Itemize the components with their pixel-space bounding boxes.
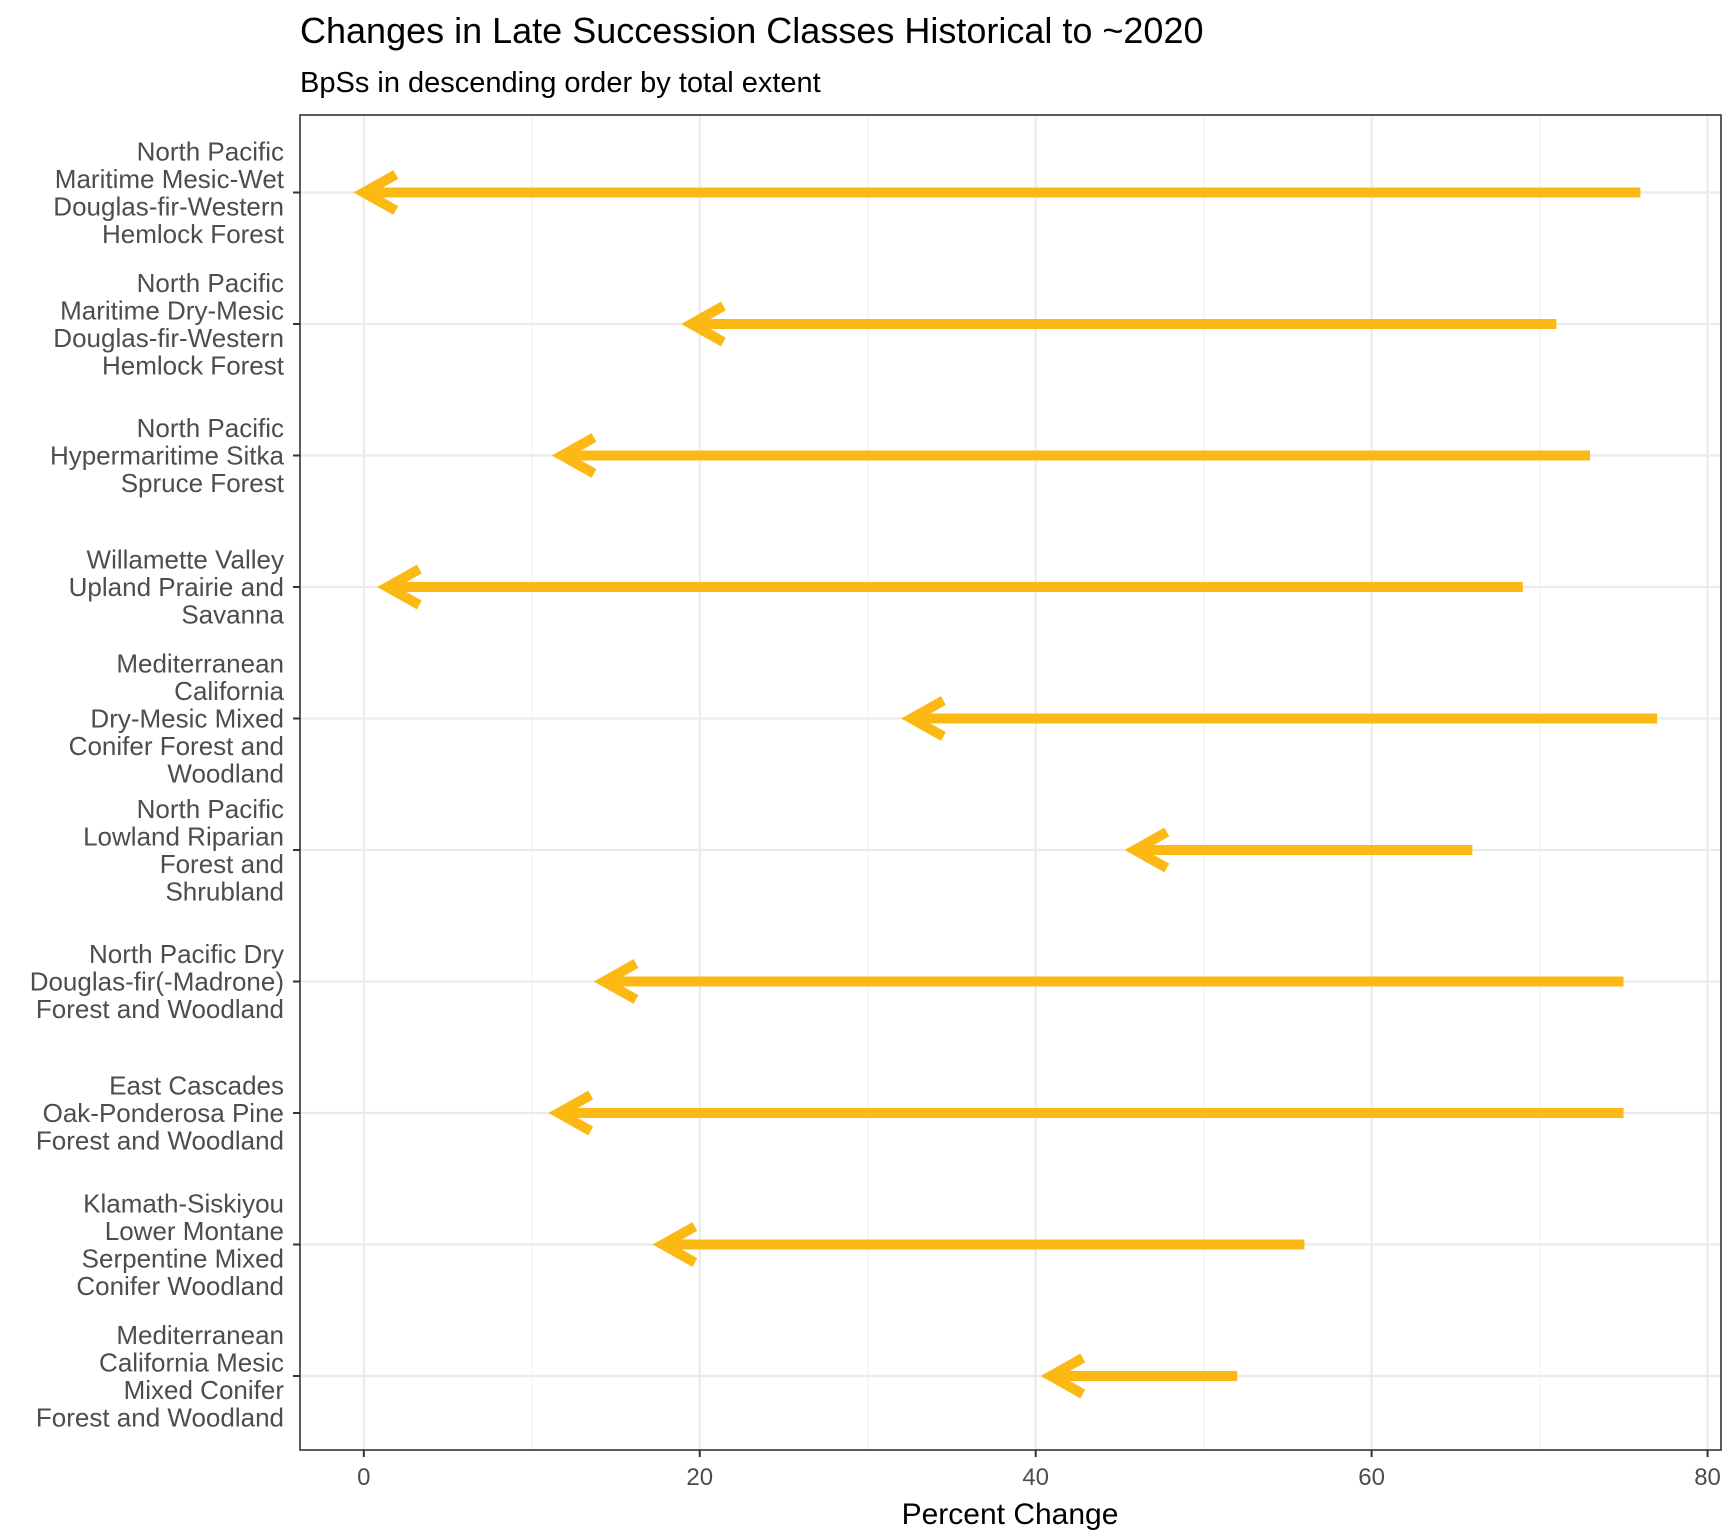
y-tick-label: North Pacific Hypermaritime Sitka Spruce F… xyxy=(50,413,285,498)
y-tick-label-line: Serpentine Mixed xyxy=(82,1243,284,1273)
y-tick-label-line: California xyxy=(174,676,284,706)
y-tick-label-line: Lower Montane xyxy=(105,1216,284,1246)
y-tick-label: Mediterranean California Mesic Mixed Conif… xyxy=(36,1320,284,1433)
arrow-mark xyxy=(1124,827,1473,873)
y-tick-label-line: Mediterranean xyxy=(116,649,284,679)
y-tick-label-line: East Cascades xyxy=(109,1071,284,1101)
y-tick-label-line: North Pacific xyxy=(137,268,284,298)
y-tick-label-line: Savanna xyxy=(181,600,284,630)
arrow-mark xyxy=(593,959,1624,1004)
y-tick-label-line: Willamette Valley xyxy=(87,545,284,575)
arrow-head xyxy=(551,433,597,478)
y-tick-label-line: Maritime Dry-Mesic xyxy=(60,295,284,325)
y-tick-label-line: North Pacific Dry xyxy=(89,939,284,969)
y-tick-label-line: Upland Prairie and xyxy=(69,572,284,602)
y-tick-label: Mediterranean California Dry-Mesic Mixed Co… xyxy=(69,649,285,789)
arrow-mark xyxy=(551,433,1590,478)
y-tick-label-line: Conifer Forest and xyxy=(69,731,284,761)
x-axis: 0 20 40 60 80 xyxy=(357,1450,1721,1491)
y-tick-label-line: California Mesic xyxy=(99,1347,284,1377)
y-tick-label-line: Douglas-fir(-Madrone) xyxy=(30,967,284,997)
arrow-head xyxy=(1040,1353,1086,1399)
arrow-mark xyxy=(548,1090,1624,1136)
x-tick-label: 80 xyxy=(1694,1464,1721,1491)
x-tick-label: 60 xyxy=(1358,1464,1385,1491)
chart-subtitle: BpSs in descending order by total extent xyxy=(300,67,821,99)
arrow-head xyxy=(377,564,422,610)
arrow-head xyxy=(652,1222,698,1267)
arrow-layer xyxy=(353,170,1658,1399)
x-tick-label: 20 xyxy=(686,1464,713,1491)
arrow-mark xyxy=(901,696,1658,741)
plot-border xyxy=(299,114,1722,1451)
arrow-head xyxy=(681,301,726,347)
arrow-head xyxy=(1124,827,1170,873)
arrow-head xyxy=(353,170,399,215)
y-tick-label-line: Douglas-fir-Western xyxy=(53,191,284,221)
y-tick-label-line: Forest and Woodland xyxy=(36,994,284,1024)
y-tick-label-line: Forest and xyxy=(160,849,284,879)
y-tick-label-line: Hemlock Forest xyxy=(102,219,285,249)
y-tick-label-line: Conifer Woodland xyxy=(76,1271,284,1301)
chart-title: Changes in Late Succession Classes Histo… xyxy=(300,10,1204,51)
arrow-mark xyxy=(652,1222,1305,1267)
y-tick-label-line: Spruce Forest xyxy=(121,468,285,498)
y-tick-label-line: North Pacific xyxy=(137,413,284,443)
plot-panel xyxy=(300,115,1721,1450)
arrow-mark xyxy=(1040,1353,1238,1399)
y-tick-label: Willamette Valley Upland Prairie and Savan… xyxy=(69,545,285,630)
y-tick-label: North Pacific Maritime Mesic-Wet Douglas-f… xyxy=(53,136,284,249)
y-tick-label-line: Lowland Riparian xyxy=(83,821,284,851)
y-tick-label-line: Forest and Woodland xyxy=(36,1402,284,1432)
x-tick-label: 0 xyxy=(357,1464,370,1491)
y-tick-label: North Pacific Lowland Riparian Forest and S… xyxy=(83,794,284,907)
y-tick-label: East Cascades Oak-Ponderosa Pine Forest an… xyxy=(36,1071,284,1156)
x-axis-label: Percent Change xyxy=(902,1498,1119,1531)
y-tick-label-line: Mixed Conifer xyxy=(124,1375,285,1405)
arrow-head xyxy=(593,959,639,1004)
arrow-mark xyxy=(377,564,1523,610)
y-tick-label-line: Maritime Mesic-Wet xyxy=(55,164,285,194)
y-tick-label: North Pacific Dry Douglas-fir(-Madrone) Fo… xyxy=(30,939,284,1024)
x-tick-label: 40 xyxy=(1022,1464,1049,1491)
y-axis: North Pacific Maritime Mesic-Wet Douglas-f… xyxy=(30,136,300,1432)
arrow-head xyxy=(901,696,946,741)
y-tick-label-line: Mediterranean xyxy=(116,1320,284,1350)
arrow-head xyxy=(548,1090,594,1136)
y-tick-label-line: Shrubland xyxy=(165,876,284,906)
y-tick-label-line: Klamath-Siskiyou xyxy=(83,1188,284,1218)
y-tick-label-line: Forest and Woodland xyxy=(36,1126,284,1156)
y-tick-label: North Pacific Maritime Dry-Mesic Douglas-f… xyxy=(53,268,284,381)
y-tick-label-line: North Pacific xyxy=(137,794,284,824)
y-tick-label-line: Hemlock Forest xyxy=(102,350,285,380)
y-tick-label-line: Douglas-fir-Western xyxy=(53,323,284,353)
y-tick-label-line: North Pacific xyxy=(137,136,284,166)
y-tick-label: Klamath-Siskiyou Lower Montane Serpentine … xyxy=(76,1188,284,1301)
arrow-mark xyxy=(353,170,1641,215)
y-tick-label-line: Oak-Ponderosa Pine xyxy=(43,1098,284,1128)
y-tick-label-line: Woodland xyxy=(167,759,284,789)
arrow-mark xyxy=(681,301,1557,347)
y-tick-label-line: Dry-Mesic Mixed xyxy=(90,704,284,734)
y-tick-label-line: Hypermaritime Sitka xyxy=(50,441,285,471)
